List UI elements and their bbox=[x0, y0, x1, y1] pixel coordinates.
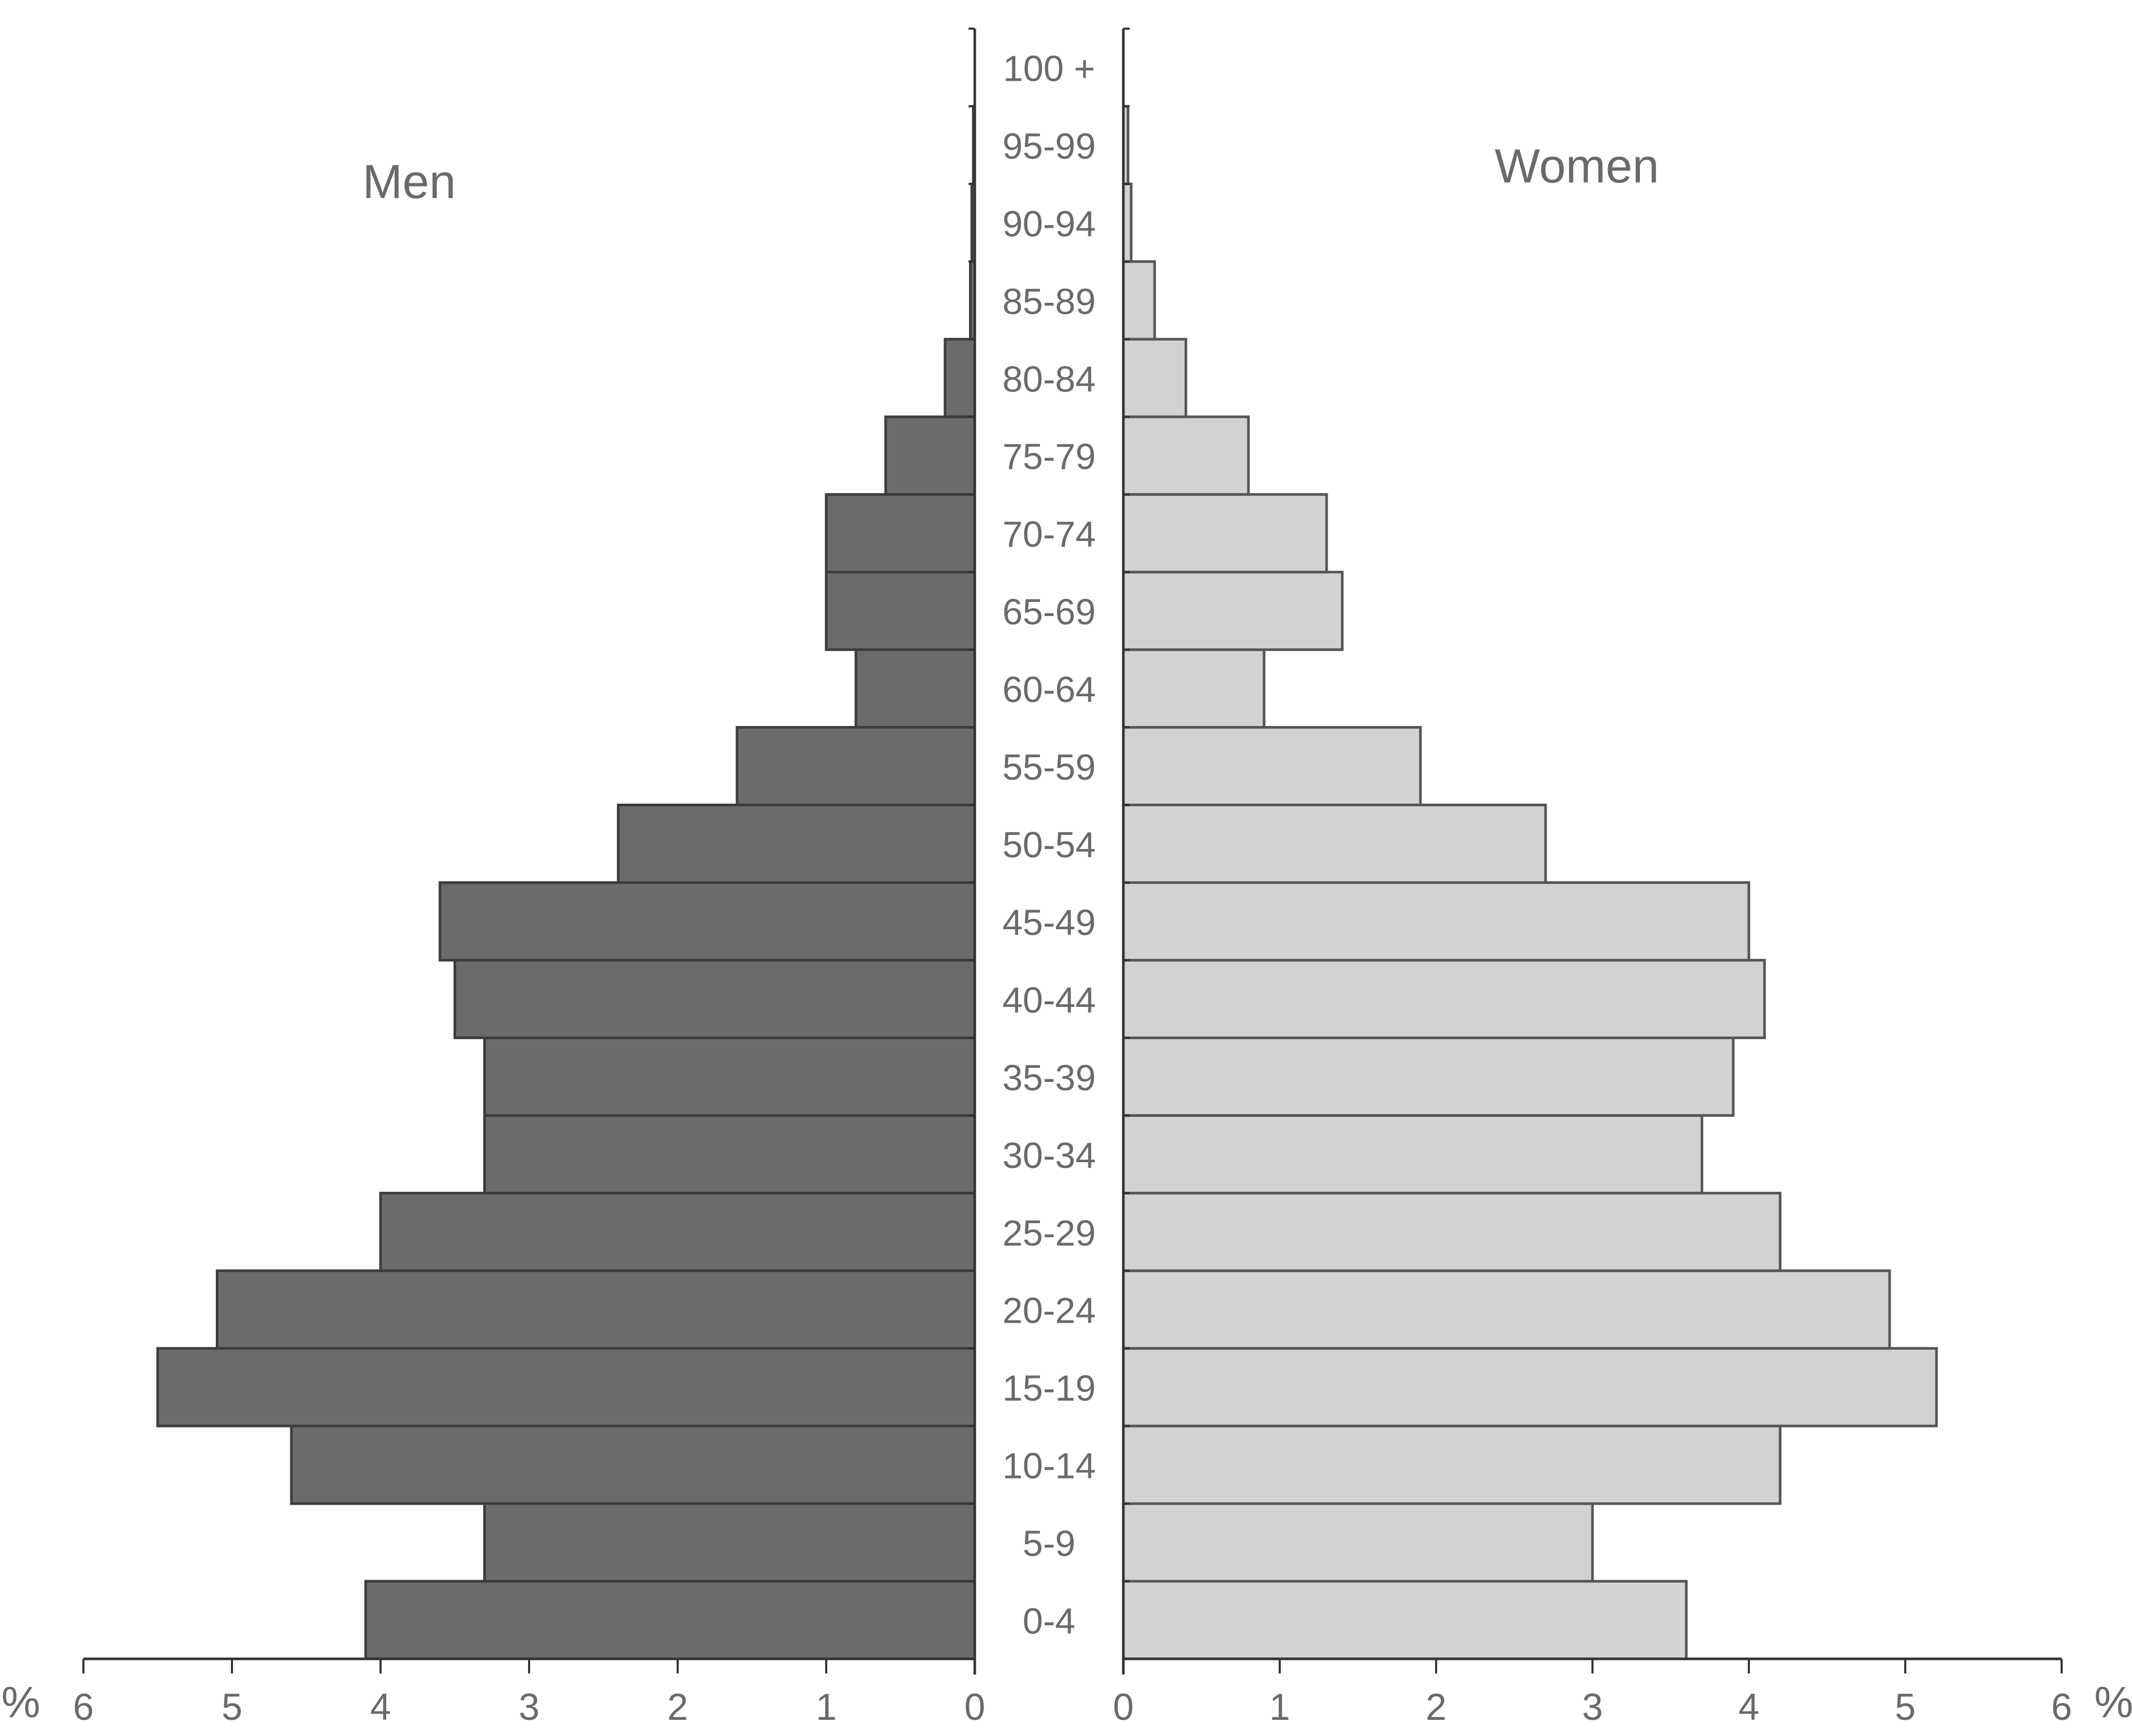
age-label: 45-49 bbox=[1002, 902, 1096, 943]
women-x-tick-label: 6 bbox=[2051, 1686, 2072, 1728]
age-label: 50-54 bbox=[1002, 824, 1096, 865]
men-x-tick-label: 4 bbox=[370, 1686, 391, 1728]
age-label: 15-19 bbox=[1002, 1368, 1096, 1409]
bar-women-40-44 bbox=[1123, 960, 1765, 1038]
age-label: 70-74 bbox=[1002, 514, 1096, 555]
men-x-tick-label: 2 bbox=[667, 1686, 688, 1728]
age-label: 100 + bbox=[1003, 48, 1095, 89]
bar-women-65-69 bbox=[1123, 572, 1342, 650]
age-label: 5-9 bbox=[1023, 1523, 1075, 1564]
bar-men-60-64 bbox=[856, 650, 975, 728]
bar-men-30-34 bbox=[485, 1115, 975, 1193]
women-x-tick-label: 1 bbox=[1269, 1686, 1290, 1728]
bar-women-85-89 bbox=[1123, 262, 1155, 339]
unit-label-left: % bbox=[2, 1678, 41, 1727]
age-label: 65-69 bbox=[1002, 592, 1096, 632]
age-label: 60-64 bbox=[1002, 669, 1096, 710]
age-label: 85-89 bbox=[1002, 281, 1096, 322]
bar-women-80-84 bbox=[1123, 339, 1186, 417]
tick-labels: 0 0 1 1 2 2 3 3 4 4 5 5 6 6 bbox=[73, 1686, 2072, 1728]
bar-women-30-34 bbox=[1123, 1115, 1702, 1193]
men-x-tick-label: 6 bbox=[73, 1686, 94, 1728]
bar-men-50-54 bbox=[618, 805, 975, 883]
women-x-tick-label: 5 bbox=[1895, 1686, 1916, 1728]
bar-men-35-39 bbox=[485, 1038, 975, 1115]
women-bars bbox=[1123, 106, 1937, 1659]
age-label: 20-24 bbox=[1002, 1290, 1096, 1331]
age-label: 0-4 bbox=[1023, 1601, 1075, 1642]
age-label: 90-94 bbox=[1002, 203, 1096, 244]
women-x-tick-label: 3 bbox=[1582, 1686, 1603, 1728]
men-bars bbox=[158, 106, 975, 1659]
bar-women-15-19 bbox=[1123, 1348, 1937, 1426]
bar-women-35-39 bbox=[1123, 1038, 1733, 1115]
bar-men-25-29 bbox=[381, 1193, 975, 1271]
bar-women-70-74 bbox=[1123, 495, 1327, 572]
women-x-tick-label: 0 bbox=[1113, 1686, 1134, 1728]
age-label: 40-44 bbox=[1002, 980, 1096, 1020]
age-label: 55-59 bbox=[1002, 747, 1096, 787]
bar-men-10-14 bbox=[291, 1426, 975, 1504]
men-x-tick-label: 0 bbox=[964, 1686, 985, 1728]
bar-men-65-69 bbox=[826, 572, 975, 650]
age-label: 35-39 bbox=[1002, 1057, 1096, 1098]
bar-women-5-9 bbox=[1123, 1504, 1592, 1581]
men-x-tick-label: 5 bbox=[222, 1686, 242, 1728]
men-x-tick-label: 3 bbox=[519, 1686, 540, 1728]
series-label-women: Women bbox=[1494, 140, 1659, 193]
women-x-tick-label: 2 bbox=[1426, 1686, 1447, 1728]
bar-men-70-74 bbox=[826, 495, 975, 572]
bar-men-45-49 bbox=[440, 882, 975, 960]
bar-women-10-14 bbox=[1123, 1426, 1780, 1504]
age-label: 75-79 bbox=[1002, 436, 1096, 477]
bar-women-50-54 bbox=[1123, 805, 1546, 883]
age-label: 30-34 bbox=[1002, 1135, 1096, 1176]
bar-women-45-49 bbox=[1123, 882, 1749, 960]
men-x-tick-label: 1 bbox=[816, 1686, 837, 1728]
bar-women-20-24 bbox=[1123, 1271, 1890, 1348]
women-x-tick-label: 4 bbox=[1738, 1686, 1759, 1728]
bar-women-55-59 bbox=[1123, 728, 1420, 805]
bar-men-80-84 bbox=[945, 339, 975, 417]
bar-women-0-4 bbox=[1123, 1581, 1686, 1659]
bar-women-25-29 bbox=[1123, 1193, 1780, 1271]
bar-men-40-44 bbox=[455, 960, 975, 1038]
unit-label-right: % bbox=[2094, 1678, 2132, 1727]
bar-women-75-79 bbox=[1123, 417, 1248, 495]
bar-men-5-9 bbox=[485, 1504, 975, 1581]
age-group-labels: 0-4 5-9 10-14 15-19 20-24 25-29 30-34 35-39 40-4… bbox=[1002, 48, 1096, 1641]
bar-men-15-19 bbox=[158, 1348, 975, 1426]
age-label: 95-99 bbox=[1002, 126, 1096, 166]
age-label: 80-84 bbox=[1002, 359, 1096, 399]
bar-men-55-59 bbox=[737, 728, 975, 805]
age-label: 10-14 bbox=[1002, 1446, 1096, 1486]
series-label-men: Men bbox=[363, 155, 456, 208]
bar-men-0-4 bbox=[366, 1581, 975, 1659]
bar-women-60-64 bbox=[1123, 650, 1264, 728]
bar-men-20-24 bbox=[217, 1271, 975, 1348]
age-label: 25-29 bbox=[1002, 1213, 1096, 1253]
bar-men-75-79 bbox=[886, 417, 975, 495]
